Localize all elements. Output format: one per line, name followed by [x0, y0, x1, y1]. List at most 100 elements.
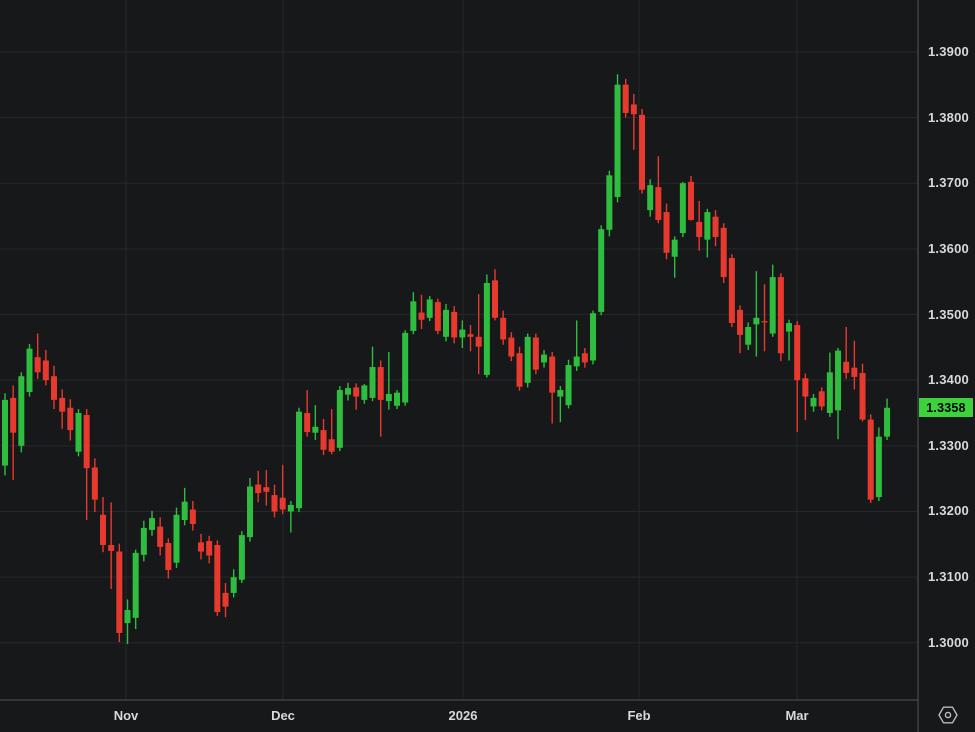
candle-body	[679, 183, 686, 234]
candle-body	[843, 361, 850, 373]
candle-body	[26, 348, 33, 392]
candle-body	[565, 365, 572, 406]
price-axis-label: 1.3900	[928, 43, 969, 59]
candle-body	[124, 609, 131, 624]
candle-body	[83, 414, 90, 469]
candle-body	[149, 518, 156, 530]
candle-body	[581, 353, 588, 363]
candle-body	[884, 407, 891, 437]
candle-body	[696, 221, 703, 238]
candle-body	[279, 497, 286, 510]
candle-body	[549, 356, 556, 393]
candle-body	[181, 501, 188, 521]
candle-body	[198, 542, 205, 552]
candle-body	[385, 393, 392, 402]
candle-body	[835, 350, 842, 411]
candle-body	[238, 535, 245, 580]
candle-body	[394, 392, 401, 406]
candle-body	[214, 544, 221, 612]
candle-body	[671, 239, 678, 257]
candle-body	[500, 317, 507, 340]
candle-body	[810, 397, 817, 407]
candle-body	[786, 323, 793, 332]
candle-body	[532, 337, 539, 370]
candle-body	[737, 309, 744, 335]
candle-body	[34, 357, 41, 373]
candle-body	[483, 282, 490, 375]
price-axis-label: 1.3800	[928, 109, 969, 125]
candle-body	[304, 413, 311, 433]
candle-body	[165, 543, 172, 570]
candle-body	[516, 353, 523, 387]
candle-body	[688, 181, 695, 220]
hexagon-settings-icon	[938, 706, 958, 724]
candle-body	[802, 378, 809, 397]
candle-body	[875, 436, 882, 498]
candle-body	[336, 390, 343, 448]
candle-body	[769, 277, 776, 334]
candle-body	[75, 413, 82, 452]
candle-body	[467, 334, 474, 337]
candle-body	[2, 399, 8, 466]
candle-body	[639, 114, 646, 190]
candle-body	[492, 280, 499, 318]
candle-body	[777, 277, 784, 354]
candle-body	[818, 391, 825, 407]
candle-body	[189, 509, 196, 524]
candle-body	[328, 439, 335, 452]
axis-settings-button[interactable]	[935, 702, 961, 728]
candle-body	[826, 372, 833, 414]
candle-body	[851, 367, 858, 377]
candle-body	[728, 258, 735, 324]
candle-body	[410, 301, 417, 331]
price-axis-label: 1.3300	[928, 437, 969, 453]
candle-body	[59, 397, 66, 412]
candle-body	[451, 311, 458, 338]
candle-body	[541, 354, 548, 363]
price-axis-label: 1.3100	[928, 569, 969, 585]
candle-body	[614, 84, 621, 197]
candle-body	[647, 185, 654, 211]
price-axis-label: 1.3700	[928, 175, 969, 191]
candle-body	[434, 302, 441, 331]
candle-body	[712, 216, 719, 238]
last-price-badge[interactable]: 1.3358	[919, 398, 973, 418]
candle-body	[630, 104, 637, 115]
candle-body	[557, 390, 564, 397]
price-axis-label: 1.3400	[928, 372, 969, 388]
candle-body	[590, 313, 597, 361]
candle-body	[443, 309, 450, 337]
candle-body	[573, 356, 580, 367]
candle-body	[157, 526, 164, 547]
candle-body	[116, 551, 123, 633]
price-axis[interactable]: 1.3900 1.3800 1.3700 1.3600 1.3500 1.3400 1.33…	[918, 0, 975, 700]
time-axis-label: Nov	[113, 708, 139, 723]
candle-body	[867, 419, 874, 500]
candle-body	[42, 360, 49, 381]
candle-body	[108, 544, 115, 551]
candle-body	[247, 486, 254, 538]
candle-body	[475, 336, 482, 347]
candle-body	[859, 372, 866, 420]
candle-body	[524, 336, 531, 383]
candle-body	[10, 397, 17, 433]
candle-body	[206, 541, 213, 556]
candle-body	[173, 514, 180, 563]
candle-body	[459, 329, 466, 338]
time-axis-label: Dec	[271, 708, 295, 723]
candle-body	[655, 187, 662, 220]
candle-body	[255, 484, 262, 494]
time-axis[interactable]: Nov Dec 2026 Feb Mar	[0, 700, 918, 732]
candle-body	[271, 495, 278, 512]
last-price-value: 1.3358	[926, 400, 966, 415]
candle-body	[402, 332, 409, 403]
time-axis-label: Feb	[627, 708, 651, 723]
candle-body	[100, 514, 107, 545]
candle-body	[622, 84, 629, 113]
candle-body	[508, 337, 515, 357]
candle-body	[222, 592, 229, 607]
candle-body	[753, 317, 760, 325]
candle-body	[132, 552, 139, 618]
candle-body	[345, 388, 352, 395]
